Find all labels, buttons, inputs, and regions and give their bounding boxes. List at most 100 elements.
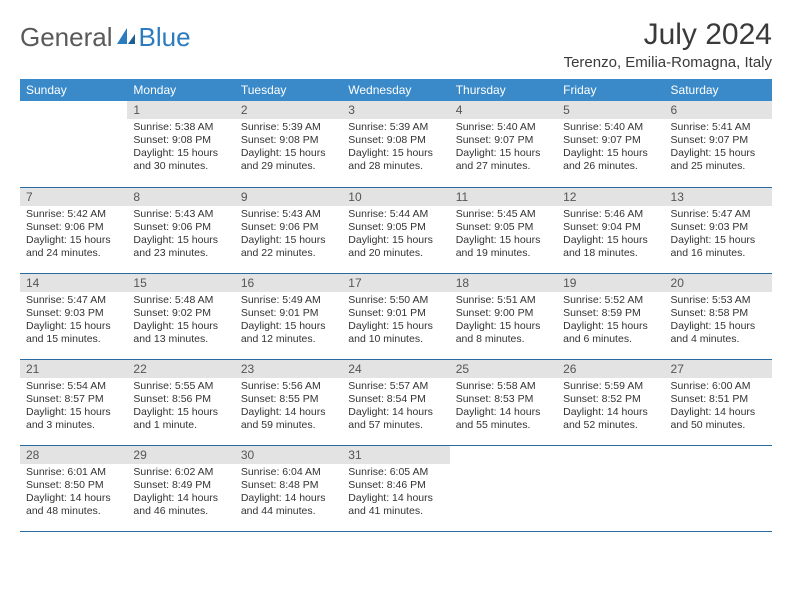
day-number: 1 [127, 101, 234, 119]
day-line: Sunrise: 5:53 AM [671, 294, 766, 307]
day-line: Daylight: 15 hours [563, 234, 658, 247]
day-line: Sunrise: 5:43 AM [133, 208, 228, 221]
day-line: Daylight: 14 hours [26, 492, 121, 505]
day-number: 21 [20, 360, 127, 378]
day-line: Sunrise: 5:52 AM [563, 294, 658, 307]
day-number: 13 [665, 188, 772, 206]
day-line: and 57 minutes. [348, 419, 443, 432]
day-line: and 13 minutes. [133, 333, 228, 346]
day-number: 14 [20, 274, 127, 292]
day-number: 10 [342, 188, 449, 206]
day-line: Sunrise: 6:01 AM [26, 466, 121, 479]
header: General Blue July 2024 Terenzo, Emilia-R… [20, 18, 772, 71]
day-line: Sunrise: 6:04 AM [241, 466, 336, 479]
day-line: Sunrise: 5:46 AM [563, 208, 658, 221]
day-line: and 4 minutes. [671, 333, 766, 346]
calendar-day-cell: 26Sunrise: 5:59 AMSunset: 8:52 PMDayligh… [557, 359, 664, 445]
day-line: Daylight: 15 hours [133, 234, 228, 247]
day-line: and 29 minutes. [241, 160, 336, 173]
day-line: Daylight: 15 hours [671, 147, 766, 160]
day-line: Sunrise: 5:49 AM [241, 294, 336, 307]
day-body [557, 464, 664, 470]
day-line: Sunrise: 5:38 AM [133, 121, 228, 134]
day-number: 16 [235, 274, 342, 292]
calendar-day-cell: 8Sunrise: 5:43 AMSunset: 9:06 PMDaylight… [127, 187, 234, 273]
day-line: Daylight: 14 hours [456, 406, 551, 419]
day-line: Daylight: 14 hours [671, 406, 766, 419]
day-number: 26 [557, 360, 664, 378]
day-line: Sunrise: 5:40 AM [456, 121, 551, 134]
day-line: Sunset: 9:05 PM [456, 221, 551, 234]
day-line: and 10 minutes. [348, 333, 443, 346]
calendar-day-cell: 4Sunrise: 5:40 AMSunset: 9:07 PMDaylight… [450, 101, 557, 187]
day-number: 25 [450, 360, 557, 378]
day-line: Sunset: 8:59 PM [563, 307, 658, 320]
day-line: and 22 minutes. [241, 247, 336, 260]
day-line: Daylight: 14 hours [348, 406, 443, 419]
day-line: Sunrise: 5:55 AM [133, 380, 228, 393]
day-line: Sunset: 9:03 PM [671, 221, 766, 234]
calendar-week-row: 7Sunrise: 5:42 AMSunset: 9:06 PMDaylight… [20, 187, 772, 273]
day-body: Sunrise: 5:53 AMSunset: 8:58 PMDaylight:… [665, 292, 772, 351]
day-line: Sunset: 9:02 PM [133, 307, 228, 320]
day-line: and 44 minutes. [241, 505, 336, 518]
day-line: and 12 minutes. [241, 333, 336, 346]
day-line: Daylight: 15 hours [671, 320, 766, 333]
day-line: Sunset: 9:08 PM [133, 134, 228, 147]
day-body: Sunrise: 6:02 AMSunset: 8:49 PMDaylight:… [127, 464, 234, 523]
day-line: and 8 minutes. [456, 333, 551, 346]
calendar-day-cell [665, 445, 772, 531]
brand-part2: Blue [139, 22, 191, 53]
day-body: Sunrise: 5:48 AMSunset: 9:02 PMDaylight:… [127, 292, 234, 351]
day-number: 11 [450, 188, 557, 206]
day-line: and 28 minutes. [348, 160, 443, 173]
day-line: Sunrise: 5:40 AM [563, 121, 658, 134]
day-number: 9 [235, 188, 342, 206]
day-body: Sunrise: 5:39 AMSunset: 9:08 PMDaylight:… [342, 119, 449, 178]
day-line: Sunrise: 5:45 AM [456, 208, 551, 221]
calendar-day-cell: 19Sunrise: 5:52 AMSunset: 8:59 PMDayligh… [557, 273, 664, 359]
calendar-header-row: Sunday Monday Tuesday Wednesday Thursday… [20, 79, 772, 101]
day-line: and 55 minutes. [456, 419, 551, 432]
calendar-day-cell: 1Sunrise: 5:38 AMSunset: 9:08 PMDaylight… [127, 101, 234, 187]
day-line: and 24 minutes. [26, 247, 121, 260]
day-body: Sunrise: 5:56 AMSunset: 8:55 PMDaylight:… [235, 378, 342, 437]
brand-logo: General Blue [20, 18, 191, 53]
day-line: Sunrise: 5:50 AM [348, 294, 443, 307]
day-line: Sunrise: 5:41 AM [671, 121, 766, 134]
day-body: Sunrise: 5:49 AMSunset: 9:01 PMDaylight:… [235, 292, 342, 351]
day-line: Daylight: 15 hours [563, 147, 658, 160]
weekday-header: Friday [557, 79, 664, 101]
day-line: Sunset: 8:46 PM [348, 479, 443, 492]
day-number [450, 446, 557, 464]
day-body: Sunrise: 5:50 AMSunset: 9:01 PMDaylight:… [342, 292, 449, 351]
calendar-table: Sunday Monday Tuesday Wednesday Thursday… [20, 79, 772, 532]
day-body: Sunrise: 5:58 AMSunset: 8:53 PMDaylight:… [450, 378, 557, 437]
day-body: Sunrise: 5:43 AMSunset: 9:06 PMDaylight:… [127, 206, 234, 265]
day-line: Sunrise: 6:02 AM [133, 466, 228, 479]
day-number [665, 446, 772, 464]
day-line: Sunset: 9:05 PM [348, 221, 443, 234]
day-line: Daylight: 15 hours [26, 320, 121, 333]
calendar-day-cell: 14Sunrise: 5:47 AMSunset: 9:03 PMDayligh… [20, 273, 127, 359]
calendar-day-cell: 22Sunrise: 5:55 AMSunset: 8:56 PMDayligh… [127, 359, 234, 445]
day-body: Sunrise: 5:59 AMSunset: 8:52 PMDaylight:… [557, 378, 664, 437]
day-body: Sunrise: 5:43 AMSunset: 9:06 PMDaylight:… [235, 206, 342, 265]
day-line: Sunset: 9:01 PM [241, 307, 336, 320]
day-body: Sunrise: 5:47 AMSunset: 9:03 PMDaylight:… [20, 292, 127, 351]
day-line: Sunset: 9:08 PM [348, 134, 443, 147]
calendar-day-cell [557, 445, 664, 531]
day-number [20, 101, 127, 119]
day-line: Sunset: 8:48 PM [241, 479, 336, 492]
day-line: and 15 minutes. [26, 333, 121, 346]
calendar-day-cell [20, 101, 127, 187]
day-line: Sunset: 9:07 PM [563, 134, 658, 147]
day-line: Daylight: 15 hours [456, 320, 551, 333]
calendar-day-cell: 29Sunrise: 6:02 AMSunset: 8:49 PMDayligh… [127, 445, 234, 531]
calendar-week-row: 14Sunrise: 5:47 AMSunset: 9:03 PMDayligh… [20, 273, 772, 359]
calendar-day-cell: 13Sunrise: 5:47 AMSunset: 9:03 PMDayligh… [665, 187, 772, 273]
day-line: and 20 minutes. [348, 247, 443, 260]
day-line: Sunrise: 5:39 AM [348, 121, 443, 134]
calendar-day-cell: 6Sunrise: 5:41 AMSunset: 9:07 PMDaylight… [665, 101, 772, 187]
day-number: 18 [450, 274, 557, 292]
